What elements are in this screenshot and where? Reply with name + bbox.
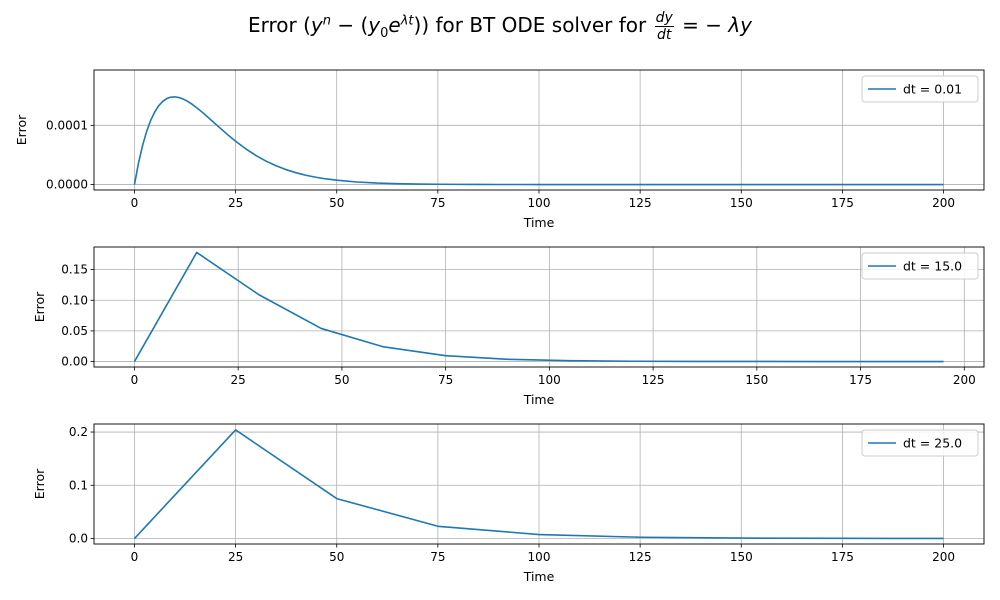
y-tick-label: 0.2 xyxy=(69,425,88,439)
x-tick-label: 25 xyxy=(228,550,243,564)
legend-label: dt = 25.0 xyxy=(903,436,962,451)
series-line xyxy=(133,429,944,540)
title-frac-den: dt xyxy=(656,27,672,43)
title-y: y xyxy=(310,13,323,37)
x-tick-label: 50 xyxy=(329,196,344,210)
y-tick-label: 0.15 xyxy=(61,263,88,277)
title-mid: )) for BT ODE solver for xyxy=(413,13,653,37)
series-line xyxy=(133,96,944,186)
figure-title: Error (yn − (y0eλt)) for BT ODE solver f… xyxy=(0,10,1000,43)
axes-frame xyxy=(93,246,985,368)
x-tick-label: 75 xyxy=(430,550,445,564)
x-tick-label: 100 xyxy=(528,550,551,564)
title-sub0: 0 xyxy=(380,26,389,41)
title-n: n xyxy=(322,13,331,29)
legend-box xyxy=(861,252,979,280)
legend: dt = 25.0 xyxy=(861,429,979,457)
x-tick-label: 100 xyxy=(538,373,561,387)
axes-frame xyxy=(93,69,985,191)
x-tick-label: 200 xyxy=(953,373,976,387)
x-tick-label: 150 xyxy=(745,373,768,387)
title-frac-num: dy xyxy=(655,10,673,26)
x-tick-label: 150 xyxy=(730,550,753,564)
x-tick-label: 125 xyxy=(629,196,652,210)
y-tick-label: 0.05 xyxy=(61,324,88,338)
x-tick-label: 75 xyxy=(438,373,453,387)
y-tick-label: 0.10 xyxy=(61,293,88,307)
title-minus: − ( xyxy=(331,13,369,37)
y-axis-label: Error xyxy=(32,468,47,499)
x-tick-label: 175 xyxy=(831,196,854,210)
x-tick-label: 0 xyxy=(131,196,139,210)
title-suffix: = − λy xyxy=(675,13,752,37)
subplot-1: 0 25 50 75 100 125 150 175 200 0.0000 0.0001 Time Er… xyxy=(14,69,985,230)
x-axis-label: Time xyxy=(523,392,555,407)
legend-box xyxy=(861,75,979,103)
x-tick-label: 175 xyxy=(849,373,872,387)
x-axis-label: Time xyxy=(523,215,555,230)
axes-frame xyxy=(93,423,985,545)
x-tick-label: 0 xyxy=(131,373,139,387)
x-tick-label: 200 xyxy=(932,196,955,210)
x-tick-label: 150 xyxy=(730,196,753,210)
y-tick-label: 0.00 xyxy=(61,355,88,369)
y-axis-label: Error xyxy=(14,114,29,145)
x-tick-label: 0 xyxy=(131,550,139,564)
title-e: e xyxy=(388,13,401,37)
subplot-2: 0 25 50 75 100 125 150 175 200 0.00 0.05 0.10 0.15 Ti… xyxy=(32,246,985,407)
x-tick-label: 175 xyxy=(831,550,854,564)
x-tick-label: 50 xyxy=(329,550,344,564)
series-line xyxy=(133,251,944,363)
x-tick-label: 125 xyxy=(642,373,665,387)
y-tick-label: 0.0001 xyxy=(46,118,88,132)
x-tick-label: 100 xyxy=(528,196,551,210)
y-tick-label: 0.0000 xyxy=(46,178,88,192)
y-axis-label: Error xyxy=(32,291,47,322)
title-prefix: Error ( xyxy=(247,13,311,37)
legend-box xyxy=(861,429,979,457)
title-lambda-t: λt xyxy=(400,13,414,29)
y-tick-label: 0.0 xyxy=(69,532,88,546)
title-y0: y xyxy=(368,13,381,37)
x-tick-label: 200 xyxy=(932,550,955,564)
legend: dt = 15.0 xyxy=(861,252,979,280)
legend-label: dt = 0.01 xyxy=(903,82,962,97)
title-fraction: dy dt xyxy=(654,10,674,43)
x-tick-label: 125 xyxy=(629,550,652,564)
legend-label: dt = 15.0 xyxy=(903,259,962,274)
x-axis-label: Time xyxy=(523,569,555,584)
subplot-3: 0 25 50 75 100 125 150 175 200 0.0 0.1 0.2 Time Error… xyxy=(32,423,985,584)
x-tick-label: 50 xyxy=(334,373,349,387)
x-tick-label: 25 xyxy=(231,373,246,387)
legend: dt = 0.01 xyxy=(861,75,979,103)
y-tick-label: 0.1 xyxy=(69,478,88,492)
x-tick-label: 75 xyxy=(430,196,445,210)
x-tick-label: 25 xyxy=(228,196,243,210)
